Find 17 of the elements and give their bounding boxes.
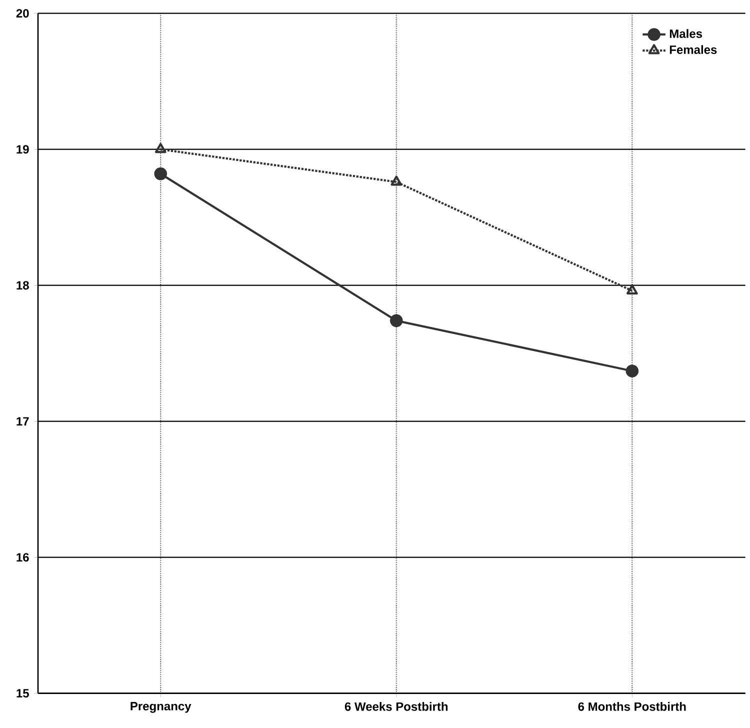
y-tick-label: 20 [16,9,29,18]
y-tick-label: 15 [16,689,29,698]
y-tick-label: 19 [16,145,29,154]
y-tick-label: 17 [16,417,29,426]
point [390,314,403,328]
y-tick-label: 16 [16,553,29,562]
point [390,176,402,186]
point [154,167,168,180]
x-tick-label: 6 Months Postbirth [578,702,686,711]
y-tick-label: 18 [16,281,29,290]
point [154,142,166,154]
legend-label: Males [670,29,702,38]
legend-label: Females [670,45,717,54]
x-tick-label: Pregnancy [130,702,192,713]
x-tick-label: 6 Weeks Postbirth [344,702,448,711]
point [626,364,639,378]
point [626,284,638,295]
